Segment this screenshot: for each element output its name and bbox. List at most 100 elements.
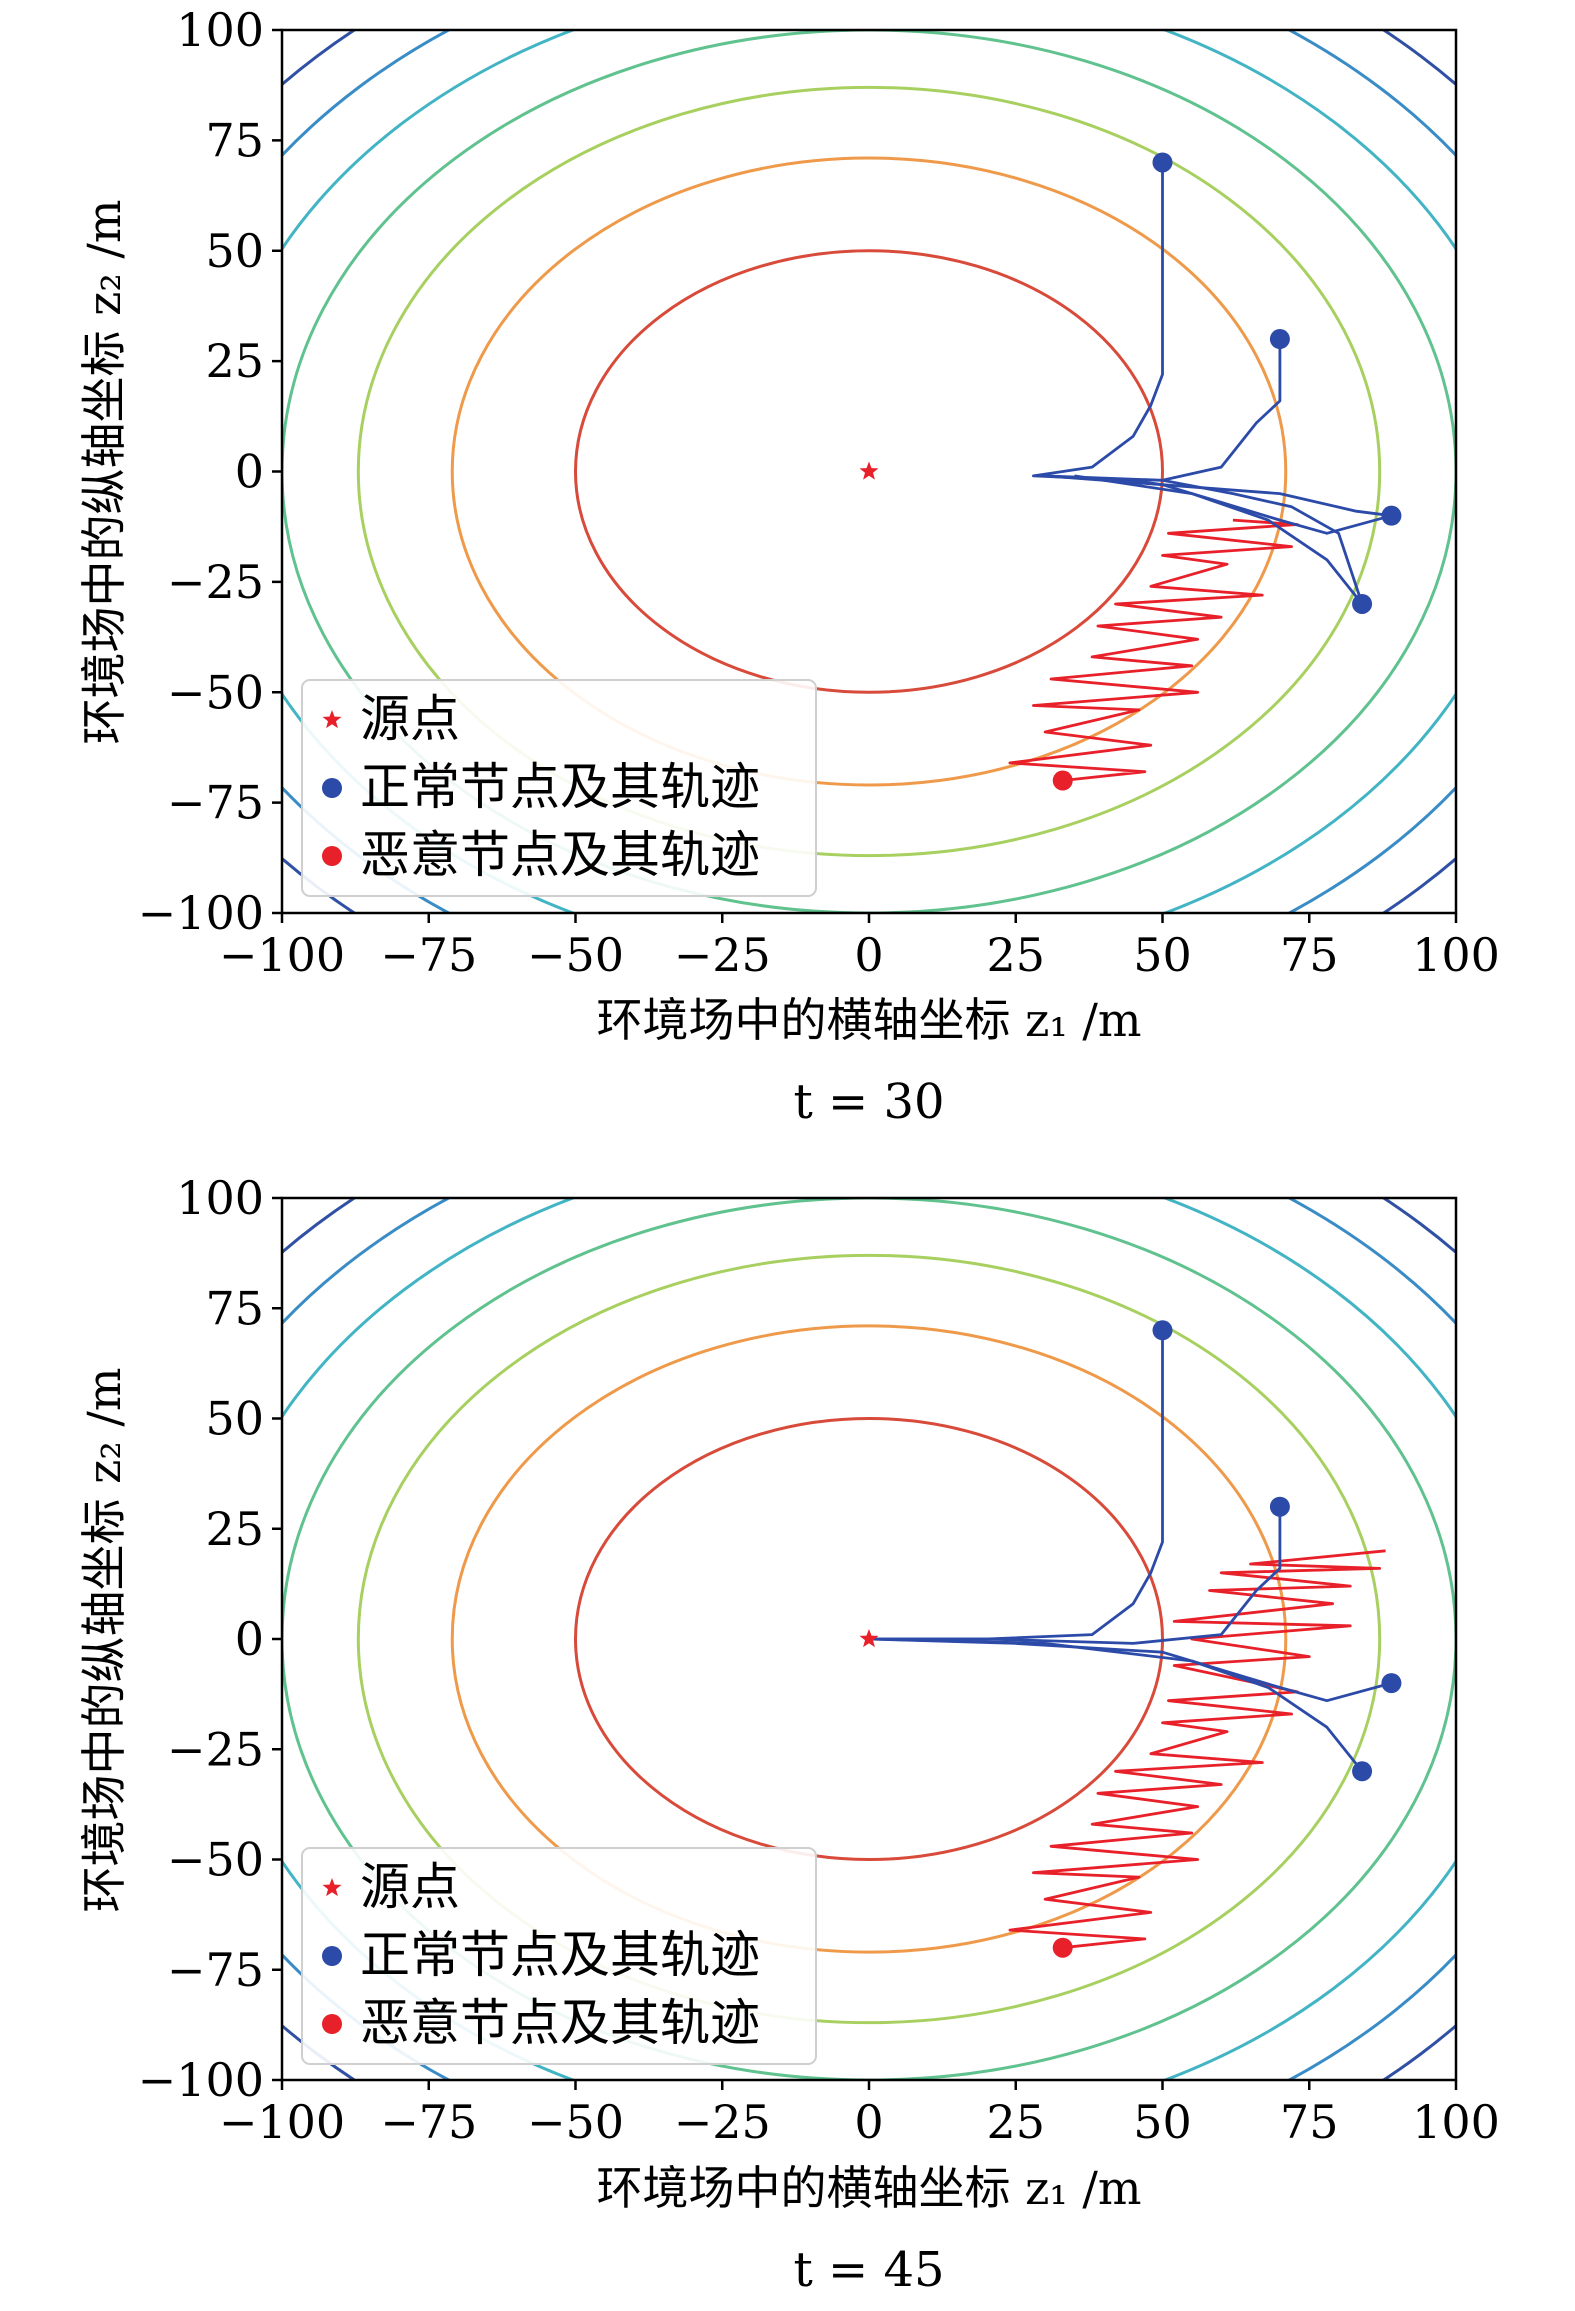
x-tick-label: 50 — [1133, 928, 1192, 982]
y-tick-label: −25 — [167, 1722, 264, 1776]
y-tick-label: 100 — [176, 1171, 264, 1225]
normal-trajectory-3 — [868, 1637, 1364, 1773]
malicious-trajectory — [1008, 1549, 1386, 1950]
star-icon — [322, 1878, 342, 1897]
y-tick-label: −100 — [138, 886, 264, 940]
x-axis-label: 环境场中的横轴坐标 z₁ /m — [596, 993, 1141, 1047]
y-tick-label: −50 — [167, 1833, 264, 1887]
legend-label-normal: 正常节点及其轨迹 — [360, 1926, 760, 1984]
y-tick-label: −75 — [167, 1943, 264, 1997]
legend: 源点 正常节点及其轨迹 恶意节点及其轨迹 — [301, 1847, 817, 2065]
legend-box — [301, 1847, 817, 2065]
x-tick-label: 100 — [1412, 928, 1500, 982]
normal-node-3 — [1352, 593, 1373, 614]
contour-line-2 — [356, 1253, 1382, 2025]
normal-node-2 — [1381, 1673, 1402, 1694]
normal-trajectory-0 — [869, 1330, 1164, 1641]
y-tick-label: 75 — [205, 1281, 264, 1335]
contour-line-1 — [450, 1324, 1288, 1954]
trajectories — [859, 152, 1402, 791]
y-tick-label: 100 — [176, 3, 264, 57]
trajectories — [859, 1320, 1402, 1958]
legend-item-malicious: 恶意节点及其轨迹 — [322, 1994, 760, 2052]
x-tick-label: −50 — [527, 928, 624, 982]
y-axis-label: 环境场中的纵轴坐标 z₂ /m — [77, 1367, 131, 1912]
legend-item-source: 源点 — [322, 1858, 460, 1916]
normal-trajectory-1 — [1043, 339, 1364, 605]
x-tick-label: 0 — [854, 2095, 883, 2149]
x-tick-label: −75 — [380, 928, 477, 982]
red-dot-icon — [322, 2014, 342, 2034]
x-tick-label: 100 — [1412, 2095, 1500, 2149]
legend-box — [301, 679, 817, 897]
x-tick-label: 75 — [1280, 928, 1339, 982]
malicious-node — [1052, 1937, 1073, 1958]
y-tick-label: 25 — [205, 1502, 264, 1556]
normal-trajectory-3 — [1074, 474, 1364, 605]
y-tick-label: −75 — [167, 776, 264, 830]
x-tick-label: −75 — [380, 2095, 477, 2149]
legend-item-malicious: 恶意节点及其轨迹 — [322, 826, 760, 884]
x-tick-label: −100 — [219, 928, 345, 982]
blue-dot-icon — [322, 1946, 342, 1966]
normal-trajectory-1 — [869, 1506, 1282, 1645]
y-tick-label: 0 — [235, 1612, 264, 1666]
legend-label-source: 源点 — [360, 1858, 460, 1916]
legend-label-malicious: 恶意节点及其轨迹 — [360, 826, 760, 884]
red-dot-icon — [322, 846, 342, 866]
x-tick-label: 25 — [986, 928, 1045, 982]
axis-ticks: −100 −75 −50 −25 0 25 50 75 100 −100 −75 −50 −25 0 25 5… — [138, 1171, 1500, 2149]
x-axis-label: 环境场中的横轴坐标 z₁ /m — [596, 2161, 1141, 2215]
legend-item-source: 源点 — [322, 690, 460, 748]
contour-lines — [282, 30, 1456, 913]
y-tick-label: −100 — [138, 2053, 264, 2107]
source-point-star — [859, 1629, 879, 1648]
source-point-star — [859, 461, 879, 480]
legend-label-normal: 正常节点及其轨迹 — [360, 758, 760, 816]
y-tick-label: 75 — [205, 113, 264, 167]
y-tick-label: 50 — [205, 224, 264, 278]
axis-ticks: −100 −75 −50 −25 0 25 50 75 100 −100 −75 −50 −25 0 25 5… — [138, 3, 1500, 982]
x-tick-label: −25 — [674, 928, 771, 982]
y-tick-label: −50 — [167, 665, 264, 719]
normal-node-1 — [1269, 1496, 1290, 1517]
normal-node-2 — [1381, 505, 1402, 526]
legend-label-source: 源点 — [360, 690, 460, 748]
y-tick-label: −25 — [167, 555, 264, 609]
normal-node-0 — [1152, 1320, 1173, 1341]
panel-caption: t = 30 — [793, 1074, 944, 1130]
legend-label-malicious: 恶意节点及其轨迹 — [360, 1994, 760, 2052]
contour-lines — [282, 1198, 1456, 2080]
x-tick-label: 25 — [986, 2095, 1045, 2149]
legend-item-normal: 正常节点及其轨迹 — [322, 1926, 760, 1984]
contour-line-2 — [356, 85, 1382, 858]
x-tick-label: −100 — [219, 2095, 345, 2149]
normal-node-3 — [1352, 1761, 1373, 1782]
contour-line-0 — [574, 1417, 1164, 1861]
contour-line-0 — [574, 249, 1164, 694]
blue-dot-icon — [322, 778, 342, 798]
contour-line-1 — [450, 156, 1288, 787]
x-tick-label: −25 — [674, 2095, 771, 2149]
x-tick-label: 50 — [1133, 2095, 1192, 2149]
legend: 源点 正常节点及其轨迹 恶意节点及其轨迹 — [301, 679, 817, 897]
normal-trajectory-0 — [1032, 162, 1392, 518]
x-tick-label: 0 — [854, 928, 883, 982]
y-axis-label: 环境场中的纵轴坐标 z₂ /m — [77, 199, 131, 744]
legend-item-normal: 正常节点及其轨迹 — [322, 758, 760, 816]
malicious-node — [1052, 770, 1073, 791]
y-tick-label: 25 — [205, 334, 264, 388]
panel-caption: t = 45 — [793, 2242, 944, 2298]
y-tick-label: 0 — [235, 445, 264, 499]
chart-panel-t30: −100 −75 −50 −25 0 25 50 75 100 −100 −75 −50 −25 0 25 5… — [77, 3, 1500, 1130]
star-icon — [322, 710, 342, 729]
x-tick-label: 75 — [1280, 2095, 1339, 2149]
y-tick-label: 50 — [205, 1392, 264, 1446]
normal-node-0 — [1152, 152, 1173, 173]
x-tick-label: −50 — [527, 2095, 624, 2149]
normal-node-1 — [1269, 329, 1290, 350]
chart-panel-t45: −100 −75 −50 −25 0 25 50 75 100 −100 −75 −50 −25 0 25 5… — [77, 1171, 1500, 2298]
normal-trajectory-2 — [868, 1637, 1392, 1703]
malicious-trajectory — [1008, 518, 1299, 782]
